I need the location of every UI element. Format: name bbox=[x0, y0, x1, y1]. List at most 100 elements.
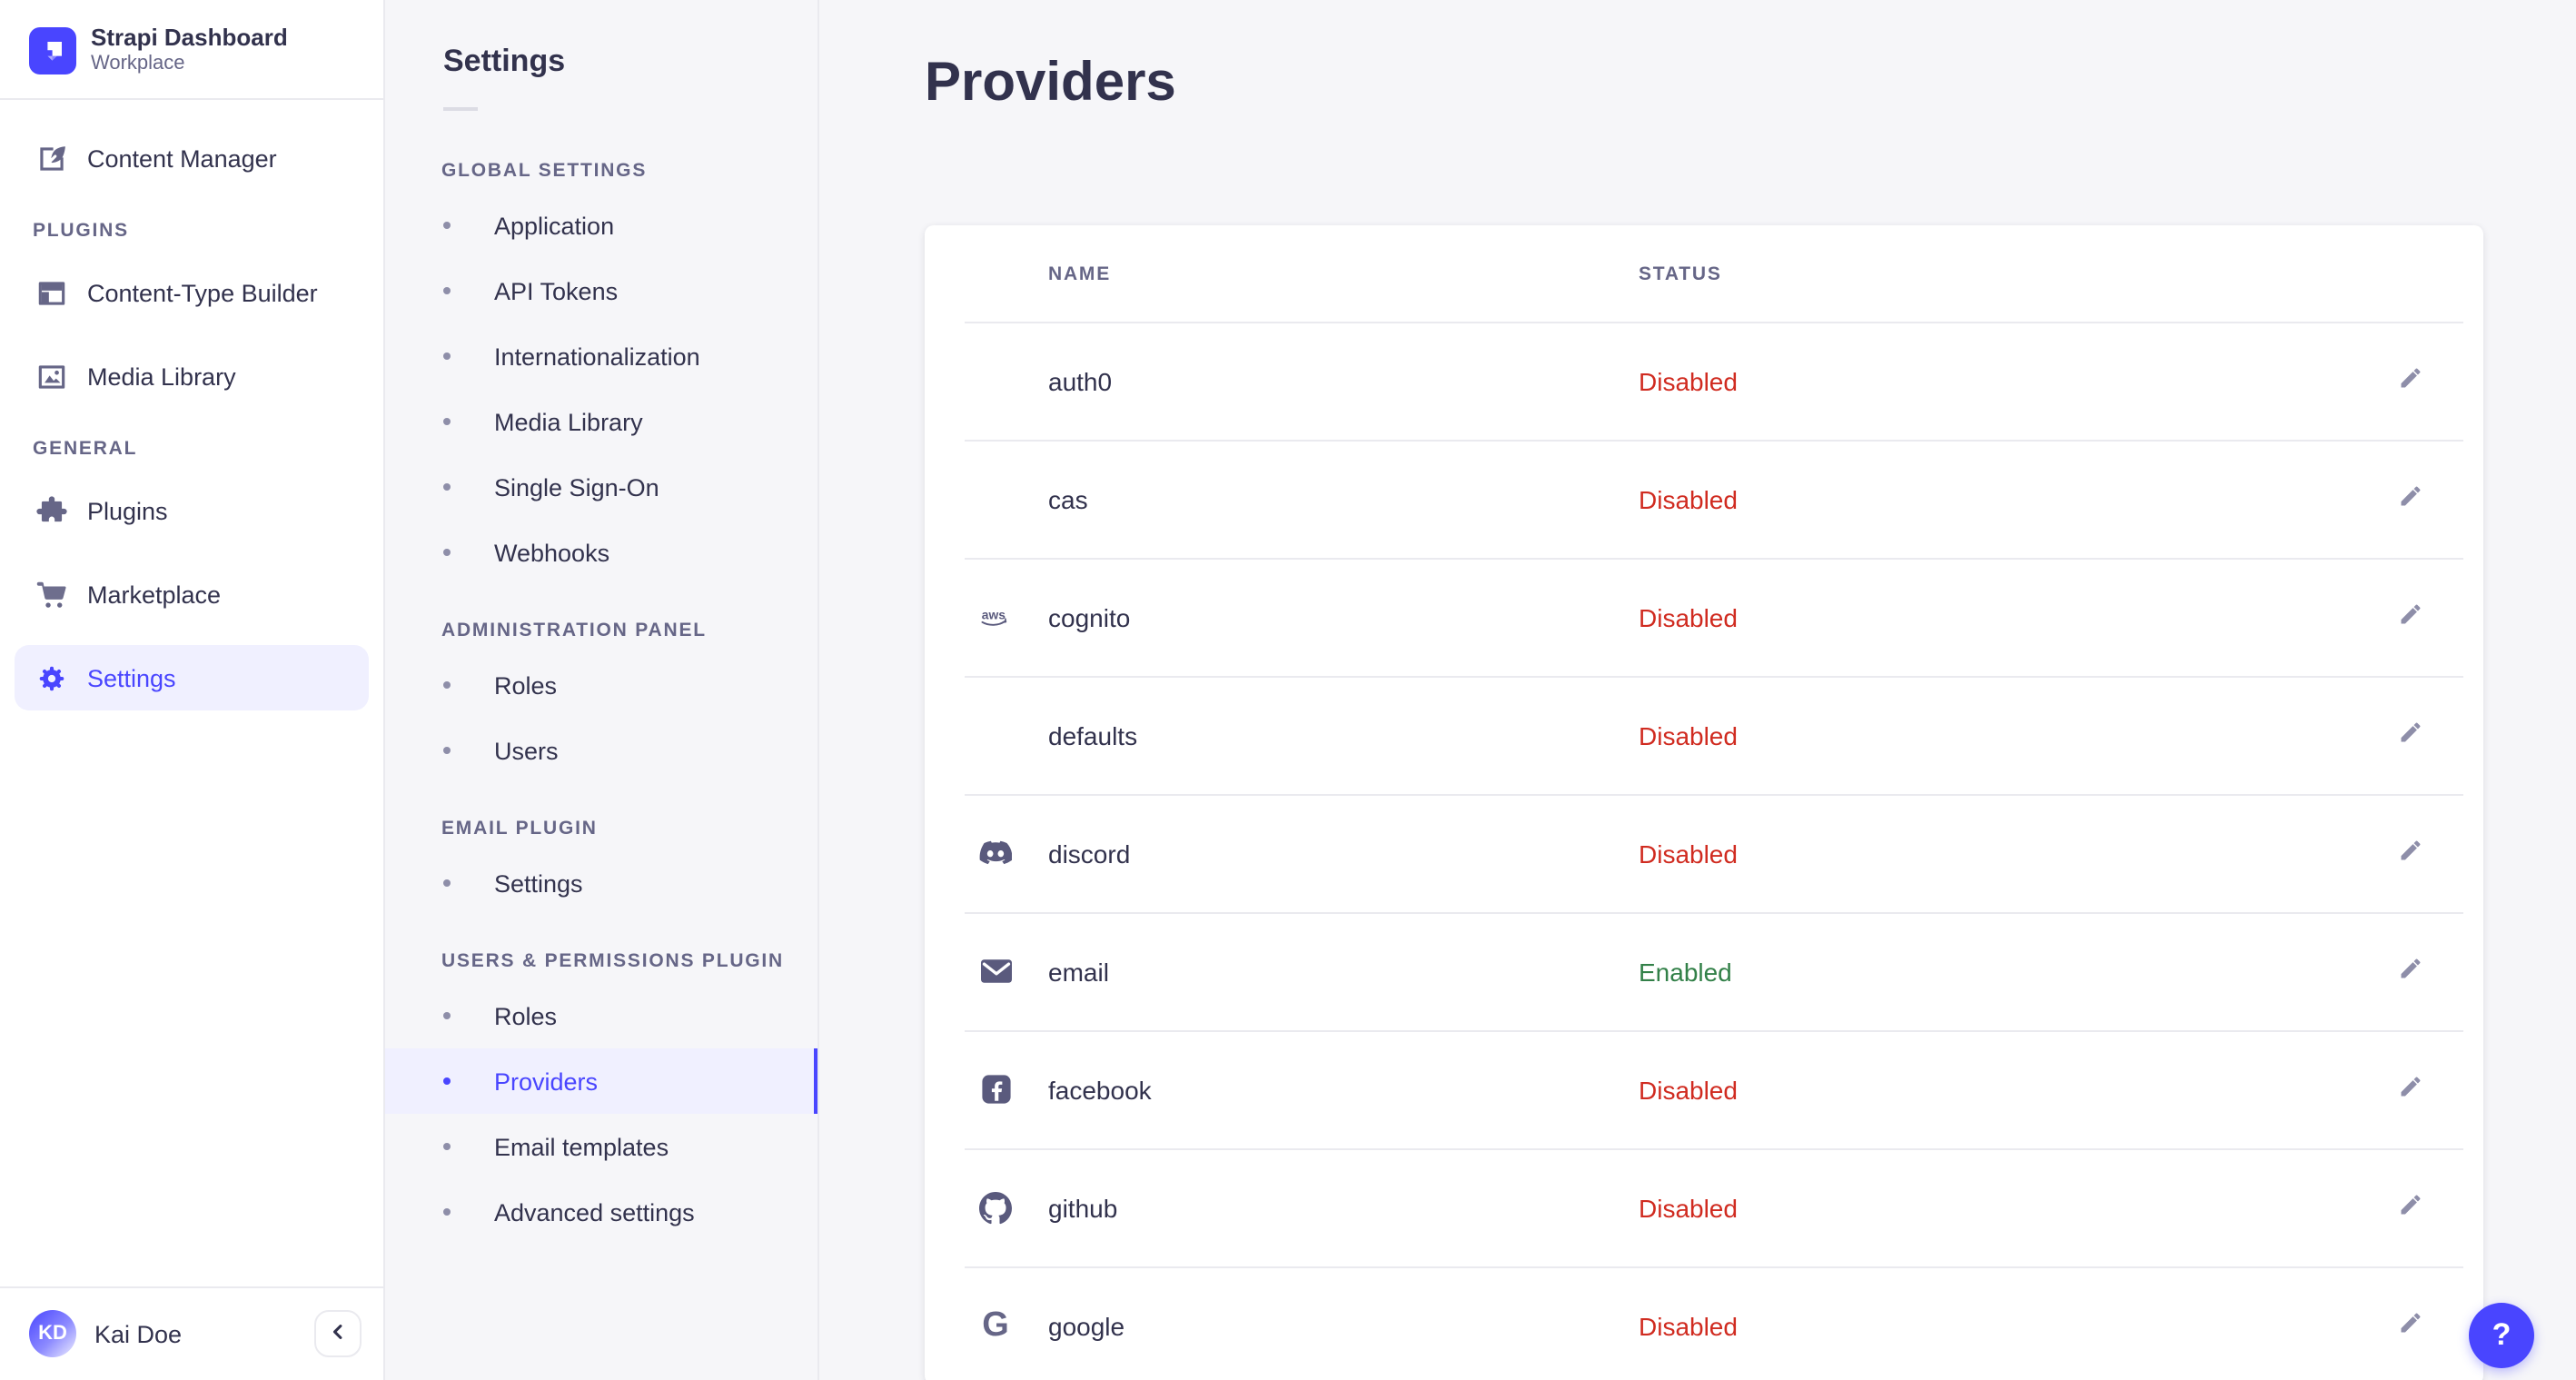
sidebar-item-content-manager[interactable]: Content Manager bbox=[15, 125, 369, 191]
sidebar-item-label: Media Library bbox=[87, 362, 236, 390]
table-row-discord[interactable]: discord Disabled bbox=[925, 794, 2483, 912]
edit-provider-button[interactable] bbox=[2382, 1178, 2440, 1236]
provider-name: email bbox=[1048, 957, 1109, 986]
google-icon: G bbox=[982, 1306, 1009, 1344]
subnav-item-label: Providers bbox=[494, 1067, 599, 1095]
bullet-icon bbox=[443, 1143, 451, 1150]
subnav-group-global-settings: GLOBAL SETTINGS Application API Tokens I… bbox=[385, 160, 817, 585]
edit-provider-button[interactable] bbox=[2382, 1060, 2440, 1118]
provider-name: cognito bbox=[1048, 602, 1131, 631]
provider-name: discord bbox=[1048, 839, 1131, 868]
sidebar-item-label: Content Manager bbox=[87, 144, 277, 172]
bullet-icon bbox=[443, 879, 451, 887]
subnav-group-email-plugin: EMAIL PLUGIN Settings bbox=[385, 818, 817, 916]
settings-gear-icon bbox=[33, 660, 69, 696]
content-manager-icon bbox=[33, 140, 69, 176]
subnav-group-label: ADMINISTRATION PANEL bbox=[441, 620, 707, 641]
provider-name: cas bbox=[1048, 484, 1088, 513]
bullet-icon bbox=[443, 681, 451, 689]
column-header-status: STATUS bbox=[1639, 263, 1722, 284]
collapse-sidebar-button[interactable] bbox=[314, 1310, 362, 1357]
subnav-item-single-sign-on[interactable]: Single Sign-On bbox=[385, 454, 817, 520]
subnav-group-label: GLOBAL SETTINGS bbox=[441, 160, 648, 182]
main-content: Providers NAME STATUS auth0 Disabled cas… bbox=[819, 0, 2576, 1380]
sidebar-item-label: Plugins bbox=[87, 497, 168, 524]
table-row-google[interactable]: G google Disabled bbox=[925, 1266, 2483, 1380]
edit-pencil-icon bbox=[2398, 601, 2423, 632]
subnav-item-label: Media Library bbox=[494, 408, 643, 435]
avatar[interactable]: KD bbox=[29, 1310, 76, 1357]
strapi-logo-icon bbox=[29, 26, 76, 74]
table-row-defaults[interactable]: defaults Disabled bbox=[925, 676, 2483, 794]
edit-pencil-icon bbox=[2398, 720, 2423, 750]
table-row-email[interactable]: email Enabled bbox=[925, 912, 2483, 1030]
bullet-icon bbox=[443, 483, 451, 491]
edit-pencil-icon bbox=[2398, 365, 2423, 396]
workspace-header[interactable]: Strapi Dashboard Workplace bbox=[0, 0, 383, 100]
bullet-icon bbox=[443, 1208, 451, 1216]
sidebar-item-label: Marketplace bbox=[87, 581, 222, 608]
page-title: Providers bbox=[925, 53, 1176, 113]
table-row-cognito[interactable]: aws cognito Disabled bbox=[925, 558, 2483, 676]
edit-provider-button[interactable] bbox=[2382, 1296, 2440, 1355]
subnav-item-label: Single Sign-On bbox=[494, 473, 659, 501]
bullet-icon bbox=[443, 549, 451, 556]
subnav-item-up-roles[interactable]: Roles bbox=[385, 983, 817, 1048]
subnav-item-email-settings[interactable]: Settings bbox=[385, 850, 817, 916]
sidebar-item-label: Settings bbox=[87, 664, 176, 691]
status-badge: Enabled bbox=[1639, 957, 1732, 986]
table-row-github[interactable]: github Disabled bbox=[925, 1148, 2483, 1266]
github-icon bbox=[979, 1189, 1012, 1226]
provider-icon-empty bbox=[979, 481, 1012, 517]
subnav-item-providers[interactable]: Providers bbox=[385, 1048, 817, 1114]
status-badge: Disabled bbox=[1639, 1075, 1738, 1104]
settings-subnav: Settings GLOBAL SETTINGS Application API… bbox=[385, 0, 819, 1380]
table-header-row: NAME STATUS bbox=[925, 225, 2483, 322]
status-badge: Disabled bbox=[1639, 720, 1738, 750]
subnav-item-admin-roles[interactable]: Roles bbox=[385, 652, 817, 718]
bullet-icon bbox=[443, 222, 451, 229]
subnav-item-admin-users[interactable]: Users bbox=[385, 718, 817, 783]
edit-provider-button[interactable] bbox=[2382, 706, 2440, 764]
subnav-item-email-templates[interactable]: Email templates bbox=[385, 1114, 817, 1179]
subnav-item-internationalization[interactable]: Internationalization bbox=[385, 323, 817, 389]
edit-provider-button[interactable] bbox=[2382, 942, 2440, 1000]
edit-pencil-icon bbox=[2398, 1192, 2423, 1223]
subnav-item-application[interactable]: Application bbox=[385, 193, 817, 258]
edit-provider-button[interactable] bbox=[2382, 824, 2440, 882]
table-row-cas[interactable]: cas Disabled bbox=[925, 440, 2483, 558]
subnav-item-label: Internationalization bbox=[494, 343, 700, 370]
media-library-icon bbox=[33, 358, 69, 394]
marketplace-icon bbox=[33, 576, 69, 612]
plugins-icon bbox=[33, 492, 69, 529]
subnav-item-media-library[interactable]: Media Library bbox=[385, 389, 817, 454]
edit-provider-button[interactable] bbox=[2382, 588, 2440, 646]
chevron-left-icon bbox=[325, 1318, 351, 1349]
provider-name: google bbox=[1048, 1311, 1125, 1340]
subnav-item-advanced-settings[interactable]: Advanced settings bbox=[385, 1179, 817, 1245]
sidebar-item-plugins[interactable]: Plugins bbox=[15, 478, 369, 543]
status-badge: Disabled bbox=[1639, 366, 1738, 395]
email-icon bbox=[979, 953, 1012, 989]
edit-provider-button[interactable] bbox=[2382, 470, 2440, 528]
table-row-facebook[interactable]: facebook Disabled bbox=[925, 1030, 2483, 1148]
aws-icon: aws bbox=[979, 599, 1012, 635]
table-row-auth0[interactable]: auth0 Disabled bbox=[925, 322, 2483, 440]
sidebar-item-marketplace[interactable]: Marketplace bbox=[15, 561, 369, 627]
edit-pencil-icon bbox=[2398, 1074, 2423, 1105]
provider-icon-empty bbox=[979, 717, 1012, 753]
facebook-icon bbox=[979, 1071, 1012, 1107]
sidebar-item-settings[interactable]: Settings bbox=[15, 645, 369, 710]
edit-pencil-icon bbox=[2398, 838, 2423, 869]
subnav-divider bbox=[443, 107, 478, 111]
help-button[interactable]: ? bbox=[2469, 1303, 2534, 1368]
sidebar-footer: KD Kai Doe bbox=[0, 1286, 383, 1380]
bullet-icon bbox=[443, 418, 451, 425]
edit-provider-button[interactable] bbox=[2382, 352, 2440, 410]
sidebar-item-media-library[interactable]: Media Library bbox=[15, 343, 369, 409]
subnav-item-webhooks[interactable]: Webhooks bbox=[385, 520, 817, 585]
content-type-builder-icon bbox=[33, 274, 69, 311]
sidebar-item-content-type-builder[interactable]: Content-Type Builder bbox=[15, 260, 369, 325]
subnav-item-api-tokens[interactable]: API Tokens bbox=[385, 258, 817, 323]
